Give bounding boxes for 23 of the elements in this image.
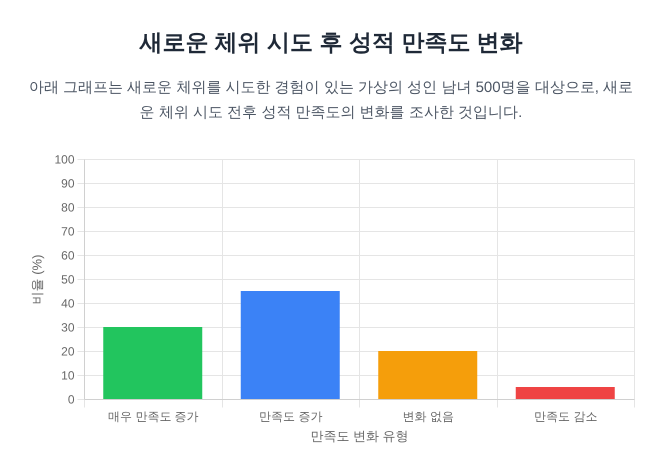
y-tick-label: 0 xyxy=(68,392,75,406)
x-axis-title: 만족도 변화 유형 xyxy=(310,428,409,444)
bar xyxy=(378,351,478,399)
chart-title: 새로운 체위 시도 후 성적 만족도 변화 xyxy=(138,28,524,57)
y-tick-label: 80 xyxy=(61,200,75,214)
y-tick-label: 30 xyxy=(61,320,75,334)
bar xyxy=(240,291,340,399)
x-tick-label: 변화 없음 xyxy=(402,410,454,424)
y-tick-label: 20 xyxy=(61,344,75,358)
bar xyxy=(103,327,202,399)
y-tick-label: 60 xyxy=(61,248,75,262)
y-tick-label: 100 xyxy=(54,152,75,166)
y-axis-title: 비율 (%) xyxy=(29,254,44,304)
x-tick-label: 만족도 감소 xyxy=(534,410,598,424)
y-tick-label: 70 xyxy=(61,224,75,238)
x-tick-label: 매우 만족도 증가 xyxy=(108,410,199,424)
x-tick-label: 만족도 증가 xyxy=(259,410,322,424)
chart-subtitle: 아래 그래프는 새로운 체위를 시도한 경험이 있는 가상의 성인 남녀 500명을 대상으로, 새로운 체위 시도 전후 성적 만족도의 변화를 조사한 것입니다. xyxy=(28,78,634,123)
bar xyxy=(516,387,615,399)
y-tick-label: 40 xyxy=(61,296,75,310)
y-tick-label: 10 xyxy=(61,368,75,382)
y-tick-label: 50 xyxy=(61,272,75,286)
y-tick-label: 90 xyxy=(61,176,75,190)
